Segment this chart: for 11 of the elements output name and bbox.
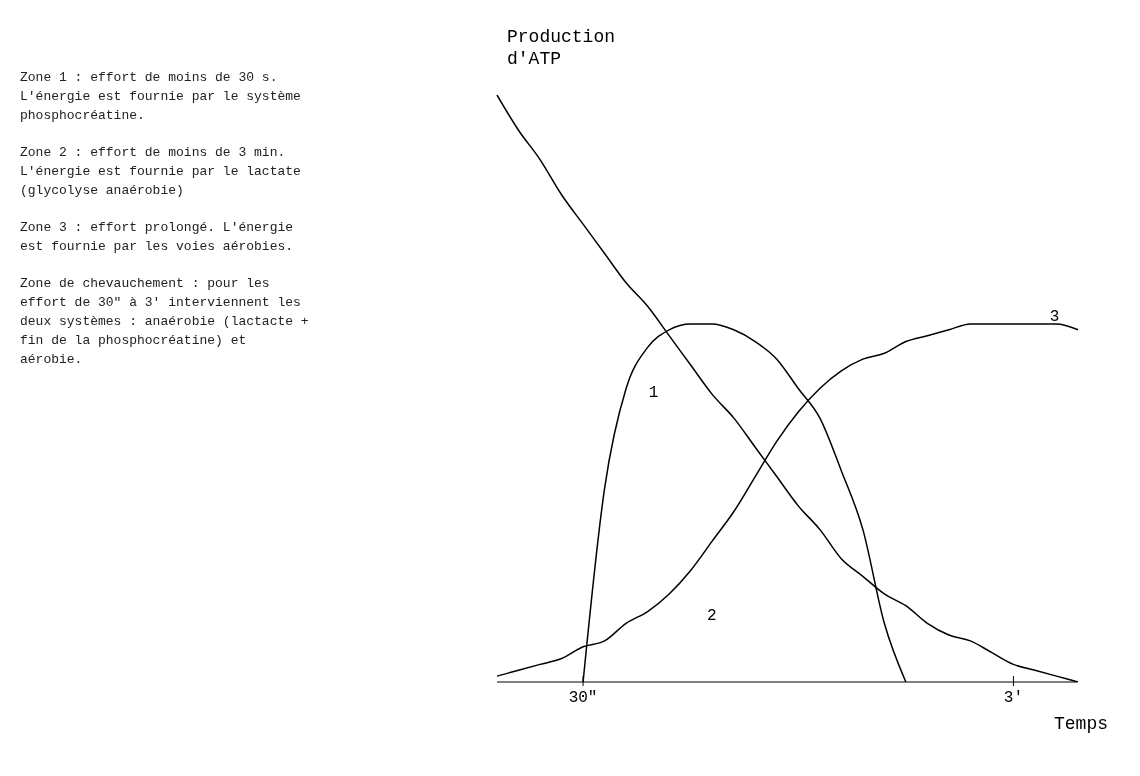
- text: Zone de chevauchement : pour les effort de 30" à 3′ interviennent les deux systèmes : anaérobie (lactacte + fin de la phosphocréatine) et aérobie.: [20, 275, 310, 369]
- x-axis-title: Temps: [1053, 714, 1108, 734]
- text: Zone 2 : effort de moins de 3 min. L'énergie est fournie par le lactate (glycolyse anaérobie): [20, 144, 302, 200]
- annotation: 2: [706, 607, 717, 626]
- annotation: 1: [648, 384, 659, 403]
- x-tick-label: 3′: [1003, 689, 1024, 707]
- text: Zone 1 : effort de moins de 30 s. L'énergie est fournie par le système phosphocréatine.: [20, 69, 302, 125]
- y-axis-title: Production d'ATP: [507, 26, 617, 70]
- text: Zone 3 : effort prolongé. L'énergie est fournie par les voies aérobies.: [20, 219, 295, 256]
- x-tick-label: 30": [568, 689, 598, 707]
- annotation: 3: [1049, 308, 1060, 327]
